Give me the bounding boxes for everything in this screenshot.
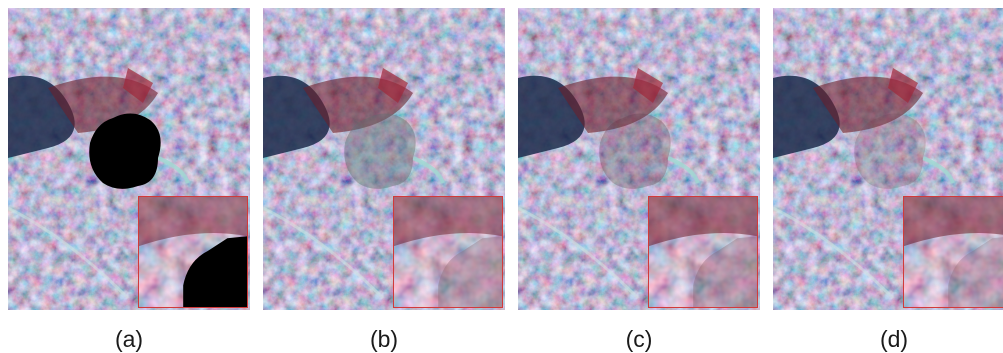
panel-b: (b) xyxy=(263,8,505,352)
zoom-inset xyxy=(138,196,248,308)
panel-caption: (b) xyxy=(369,326,399,352)
zoom-inset xyxy=(903,196,1003,308)
panel-a: (a) xyxy=(8,8,250,352)
panel-caption: (a) xyxy=(114,326,144,352)
panel-d: (d) xyxy=(773,8,1003,352)
zoom-inset xyxy=(648,196,758,308)
panel-c: (c) xyxy=(518,8,760,352)
missing-data-mask xyxy=(89,113,161,189)
satellite-image xyxy=(8,8,250,310)
panel-caption: (d) xyxy=(879,326,909,352)
zoom-inset xyxy=(393,196,503,308)
mask-detail xyxy=(183,236,247,307)
panel-caption: (c) xyxy=(625,326,653,352)
